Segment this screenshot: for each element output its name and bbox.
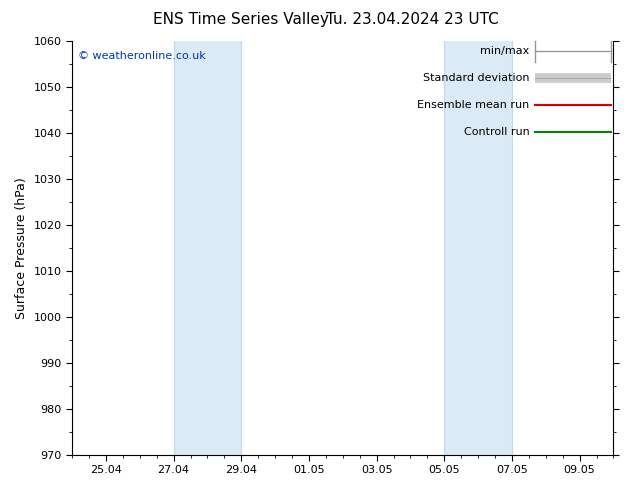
Text: ENS Time Series Valley: ENS Time Series Valley — [153, 12, 329, 27]
Bar — [444, 41, 512, 455]
Bar — [174, 41, 242, 455]
Text: © weatheronline.co.uk: © weatheronline.co.uk — [77, 51, 205, 61]
Text: min/max: min/max — [481, 47, 529, 56]
Text: Ensemble mean run: Ensemble mean run — [417, 100, 529, 110]
Text: Tu. 23.04.2024 23 UTC: Tu. 23.04.2024 23 UTC — [326, 12, 498, 27]
Text: Controll run: Controll run — [464, 127, 529, 137]
Text: Standard deviation: Standard deviation — [423, 74, 529, 83]
Y-axis label: Surface Pressure (hPa): Surface Pressure (hPa) — [15, 177, 28, 318]
